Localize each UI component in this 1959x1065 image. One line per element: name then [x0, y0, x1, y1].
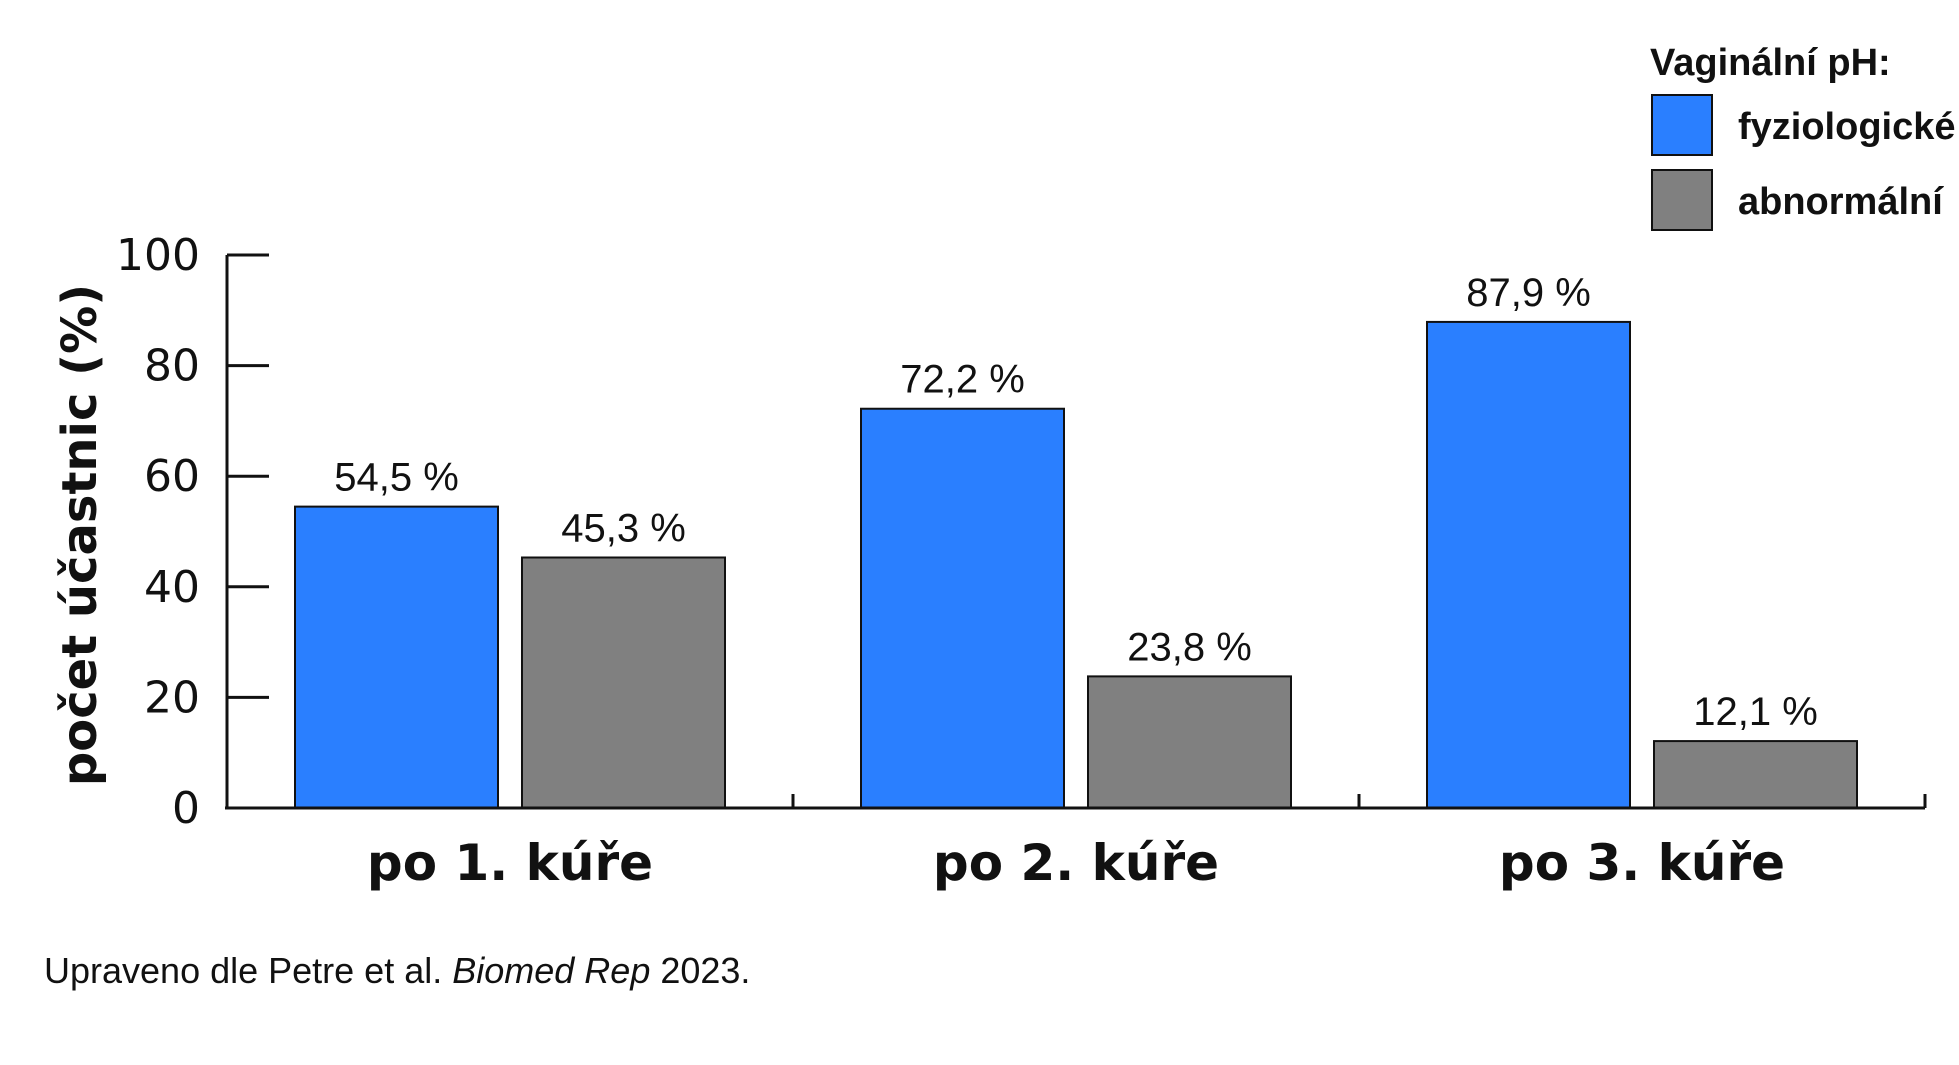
source-note: Upraveno dle Petre et al. Biomed Rep 202… [44, 950, 750, 992]
legend-swatch-physiological [1651, 94, 1713, 156]
y-tick-label-3: 60 [144, 451, 200, 502]
y-tick-label-0: 0 [172, 783, 200, 834]
y-axis-title: počet účastnic (%) [52, 284, 108, 786]
source-suffix: 2023. [650, 950, 751, 991]
legend-swatch-abnormal [1651, 169, 1713, 231]
bar-physiological-2 [860, 407, 1065, 809]
legend-label-physiological: fyziologické [1738, 106, 1956, 148]
legend-label-abnormal: abnormální [1738, 181, 1944, 223]
bar-abnormal-2 [1087, 675, 1292, 809]
source-journal: Biomed Rep [452, 950, 651, 991]
bar-physiological-3 [1426, 320, 1631, 809]
legend-title: Vaginální pH: [1650, 42, 1891, 84]
x-category-label-2: po 2. kúře [933, 834, 1219, 892]
y-tick-label-4: 80 [144, 341, 200, 392]
source-prefix: Upraveno dle Petre et al. [44, 950, 453, 991]
data-label-physiological-2: 72,2 % [900, 358, 1025, 402]
data-label-physiological-3: 87,9 % [1466, 271, 1591, 315]
y-tick-label-2: 40 [144, 562, 200, 613]
legend: Vaginální pH: fyziologické abnormální [1650, 42, 1956, 231]
bar-physiological-1 [294, 505, 499, 809]
x-category-label-3: po 3. kúře [1499, 834, 1785, 892]
bar-abnormal-3 [1653, 740, 1858, 809]
y-tick-label-5: 100 [116, 230, 200, 281]
data-label-abnormal-2: 23,8 % [1127, 625, 1252, 669]
y-tick-label-1: 20 [144, 672, 200, 723]
data-label-abnormal-1: 45,3 % [561, 506, 686, 550]
x-category-label-1: po 1. kúře [367, 834, 653, 892]
bar-abnormal-1 [521, 556, 726, 810]
data-label-abnormal-3: 12,1 % [1693, 690, 1818, 734]
data-label-physiological-1: 54,5 % [334, 456, 459, 500]
